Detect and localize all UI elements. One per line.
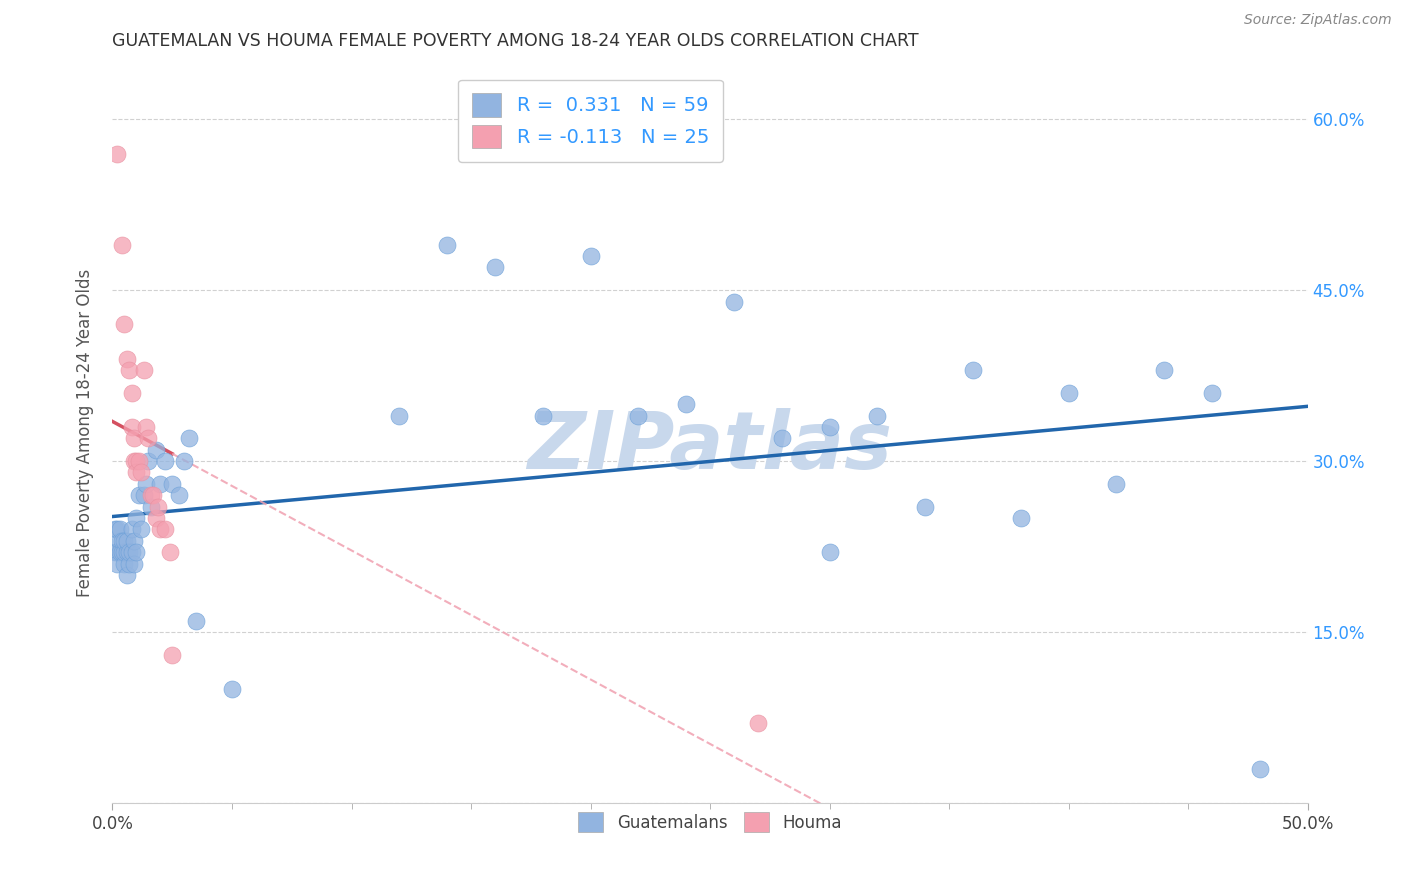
Point [221,681,243,696]
Point [153,523,176,537]
Point [125,466,148,480]
Point [388,409,411,423]
Point [129,466,152,480]
Point [770,431,793,445]
Point [162,476,183,491]
Point [1010,511,1032,525]
Point [962,363,984,377]
Text: Source: ZipAtlas.com: Source: ZipAtlas.com [1244,13,1392,28]
Point [142,488,165,502]
Point [115,351,138,366]
Point [118,557,141,571]
Point [149,476,172,491]
Point [436,237,458,252]
Point [118,363,141,377]
Point [139,488,162,502]
Point [105,523,128,537]
Point [866,409,889,423]
Point [114,557,135,571]
Point [579,249,602,263]
Point [108,545,131,559]
Point [122,431,145,445]
Point [138,454,160,468]
Point [627,409,650,423]
Point [114,318,135,332]
Point [115,545,138,559]
Point [114,533,135,548]
Point [531,409,554,423]
Point [122,533,145,548]
Point [1249,762,1271,776]
Point [105,146,128,161]
Point [1105,476,1128,491]
Point [135,476,157,491]
Y-axis label: Female Poverty Among 18-24 Year Olds: Female Poverty Among 18-24 Year Olds [76,268,94,597]
Point [162,648,183,662]
Point [118,545,141,559]
Point [121,385,143,400]
Point [125,454,148,468]
Point [111,237,134,252]
Point [122,557,145,571]
Point [114,545,135,559]
Point [125,511,148,525]
Point [159,545,181,559]
Point [675,397,697,411]
Point [484,260,506,275]
Point [145,442,167,457]
Point [1153,363,1175,377]
Point [153,454,176,468]
Point [125,545,148,559]
Text: GUATEMALAN VS HOUMA FEMALE POVERTY AMONG 18-24 YEAR OLDS CORRELATION CHART: GUATEMALAN VS HOUMA FEMALE POVERTY AMONG… [112,32,920,50]
Point [132,488,155,502]
Point [186,614,208,628]
Point [145,511,167,525]
Point [132,363,155,377]
Point [104,545,127,559]
Point [818,420,841,434]
Point [747,716,769,731]
Point [139,500,162,514]
Point [115,568,138,582]
Point [111,545,134,559]
Point [108,533,131,548]
Point [121,420,143,434]
Point [1057,385,1080,400]
Text: ZIPatlas: ZIPatlas [527,409,893,486]
Legend: Guatemalans, Houma: Guatemalans, Houma [572,805,848,838]
Point [111,533,134,548]
Point [173,454,195,468]
Point [138,431,160,445]
Point [914,500,936,514]
Point [149,523,172,537]
Point [135,420,157,434]
Point [146,500,169,514]
Point [115,533,138,548]
Point [129,523,152,537]
Point [121,545,143,559]
Point [105,557,128,571]
Point [128,454,150,468]
Point [1201,385,1223,400]
Point [723,294,745,309]
Point [121,523,143,537]
Point [105,545,128,559]
Point [128,488,150,502]
Point [122,454,145,468]
Point [104,523,127,537]
Point [177,431,200,445]
Point [169,488,191,502]
Point [818,545,841,559]
Point [108,523,131,537]
